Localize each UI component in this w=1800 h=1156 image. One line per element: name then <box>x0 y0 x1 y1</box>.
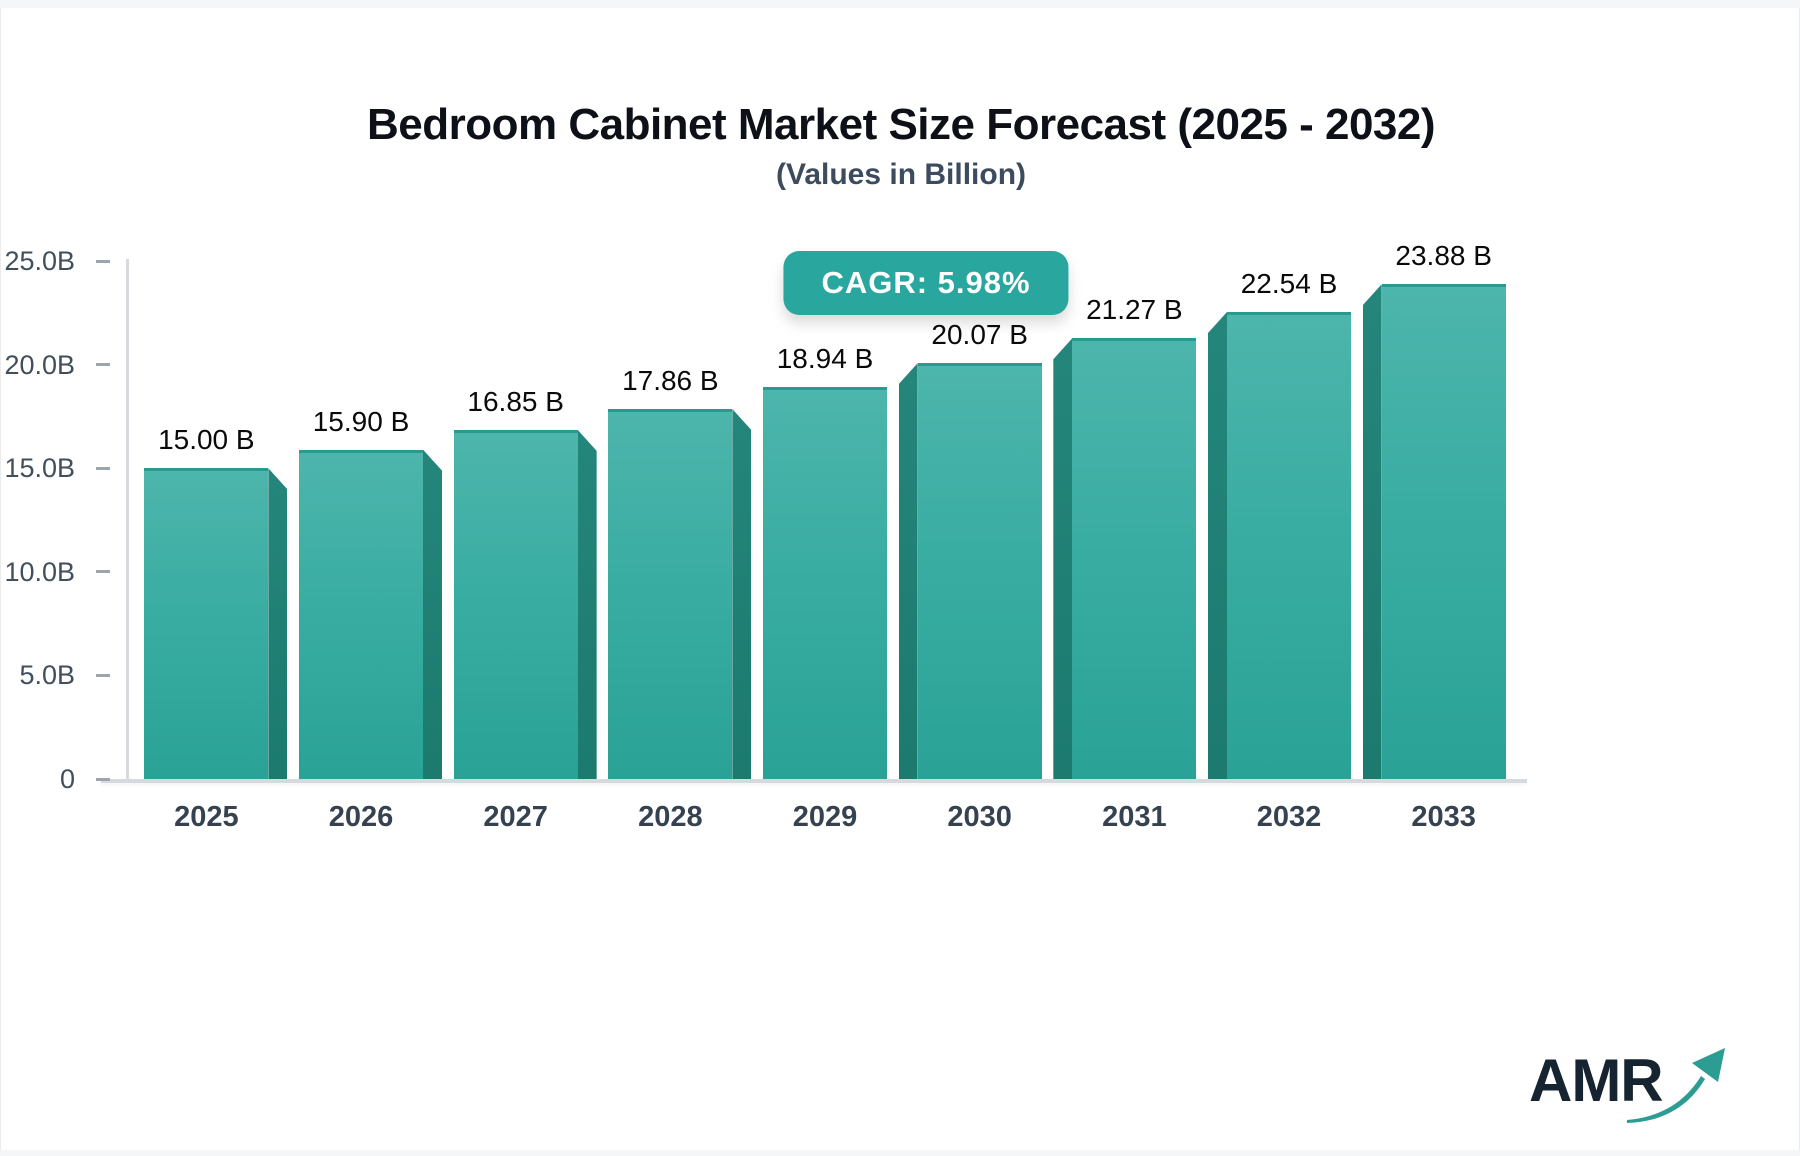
x-tick-label: 2030 <box>947 801 1012 833</box>
chart-card: Bedroom Cabinet Market Size Forecast (20… <box>0 8 1800 1150</box>
x-tick-label: 2029 <box>792 801 858 833</box>
bar-side-shade <box>1053 338 1073 779</box>
bar-value-label: 20.07 B <box>931 319 1028 351</box>
bar-2026[interactable] <box>299 449 423 779</box>
cagr-badge: CAGR: 5.98% <box>783 251 1069 315</box>
bar-side-shade <box>898 363 918 779</box>
x-axis-line <box>101 779 1527 783</box>
y-tick-mark <box>96 466 110 470</box>
chart-title: Bedroom Cabinet Market Size Forecast (20… <box>366 100 1436 149</box>
y-tick-label: 10.0B <box>4 556 75 587</box>
logo-text: AMR <box>1529 1047 1664 1114</box>
y-tick-label: 20.0B <box>4 349 75 380</box>
x-tick-label: 2028 <box>638 801 703 833</box>
plot-area: 25.0B 20.0B 15.0B 10.0B 5.0B 0 15.00 B 2025 15.9… <box>4 240 1527 833</box>
bar-value-label: 15.90 B <box>312 405 410 437</box>
y-tick-mark <box>96 673 110 677</box>
x-tick-label: 2026 <box>328 801 394 833</box>
x-tick-label: 2027 <box>483 801 548 833</box>
y-tick-mark <box>96 777 110 781</box>
chart-subtitle: (Values in Billion) <box>775 158 1027 191</box>
x-tick-label: 2025 <box>174 801 239 833</box>
bar-side-shade <box>423 449 442 779</box>
amr-logo: AMR <box>1529 1038 1739 1133</box>
bar-side-shade <box>1362 284 1382 779</box>
x-tick-label: 2033 <box>1411 801 1476 833</box>
bar-value-label: 16.85 B <box>467 385 564 417</box>
bar-2029[interactable] <box>763 386 887 779</box>
x-tick-label: 2032 <box>1256 801 1322 833</box>
y-tick-mark <box>96 259 110 263</box>
bar-value-label: 23.88 B <box>1395 240 1492 272</box>
y-tick-mark <box>96 363 110 367</box>
bar-value-label: 18.94 B <box>776 342 874 374</box>
y-tick-label: 5.0B <box>19 660 75 691</box>
bar-value-label: 21.27 B <box>1086 294 1183 326</box>
bar-value-label: 17.86 B <box>622 364 719 396</box>
bar-2028[interactable] <box>608 408 733 779</box>
bar-side-shade <box>268 468 288 779</box>
bar-2031[interactable] <box>1072 338 1197 779</box>
y-tick-label: 25.0B <box>4 246 75 276</box>
bar-2027[interactable] <box>453 429 578 779</box>
bar-value-label: 15.00 B <box>158 424 255 456</box>
bar-side-shade <box>732 408 752 779</box>
bar-2025[interactable] <box>144 468 269 779</box>
bar-2030[interactable] <box>917 363 1042 779</box>
bar-2032[interactable] <box>1227 311 1351 779</box>
bar-value-label: 22.54 B <box>1240 267 1338 299</box>
y-tick-label: 0 <box>59 764 75 794</box>
y-tick-label: 15.0B <box>4 453 75 484</box>
trend-up-arrow-icon <box>1627 1048 1725 1123</box>
y-tick-mark <box>96 570 110 574</box>
bar-side-shade <box>1208 311 1227 779</box>
bar-side-shade <box>577 429 597 779</box>
bar-2033[interactable] <box>1381 284 1506 779</box>
y-axis-line <box>126 259 129 779</box>
x-tick-label: 2031 <box>1102 801 1167 833</box>
